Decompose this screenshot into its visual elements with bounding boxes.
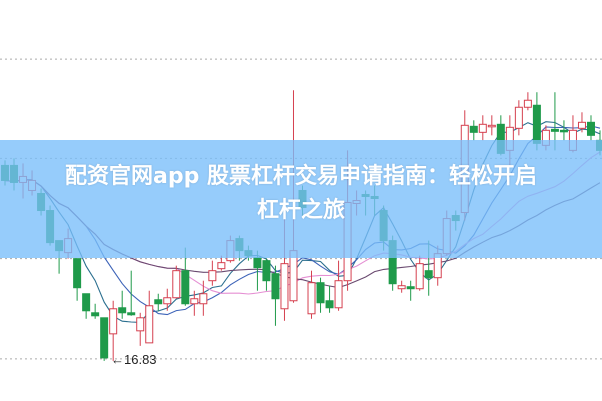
candle-body xyxy=(334,280,343,309)
candle-body xyxy=(217,262,226,270)
candle-body xyxy=(199,293,208,305)
candle-body xyxy=(154,299,163,305)
banner-title: 配资官网app 股票杠杆交易申请指南：轻松开启 杠杆之旅 xyxy=(0,160,602,228)
candle-body xyxy=(190,298,199,305)
candle-body xyxy=(181,270,190,305)
candle-body xyxy=(127,312,136,316)
candle-body xyxy=(469,125,478,133)
candle-body xyxy=(136,317,145,332)
banner-title-line2: 杠杆之旅 xyxy=(256,198,345,223)
candle-body xyxy=(208,270,217,282)
candle-body xyxy=(289,250,298,302)
candle-body xyxy=(271,273,280,300)
candle-body xyxy=(262,260,271,282)
candle-body xyxy=(163,297,172,305)
candle-body xyxy=(559,129,568,133)
candle-body xyxy=(280,263,289,310)
candle-body xyxy=(577,121,586,129)
candle-body xyxy=(109,308,118,335)
candle-body xyxy=(325,300,334,309)
candle-body xyxy=(586,121,595,136)
candle-body xyxy=(172,270,181,299)
candle-body xyxy=(550,128,559,132)
candle-body xyxy=(307,282,316,315)
candle-body xyxy=(73,258,82,289)
candle-body xyxy=(145,305,154,344)
title-banner xyxy=(0,140,602,258)
candle-body xyxy=(415,263,424,290)
candle-body xyxy=(100,317,109,359)
candle-body xyxy=(478,123,487,133)
candle-body xyxy=(253,257,262,269)
candle-body xyxy=(487,124,496,128)
candle-body xyxy=(406,286,415,290)
candle-body xyxy=(532,104,541,144)
candle-body xyxy=(514,106,523,129)
candle-body xyxy=(397,285,406,290)
candle-body xyxy=(523,99,532,108)
candle-body xyxy=(82,293,91,312)
candle-body xyxy=(118,307,127,314)
candle-body xyxy=(424,270,433,279)
low-price-annotation: ←16.83 xyxy=(111,352,157,367)
candle-body xyxy=(91,312,100,317)
candle-body xyxy=(316,282,325,304)
banner-title-line1: 配资官网app 股票杠杆交易申请指南：轻松开启 xyxy=(64,164,537,189)
